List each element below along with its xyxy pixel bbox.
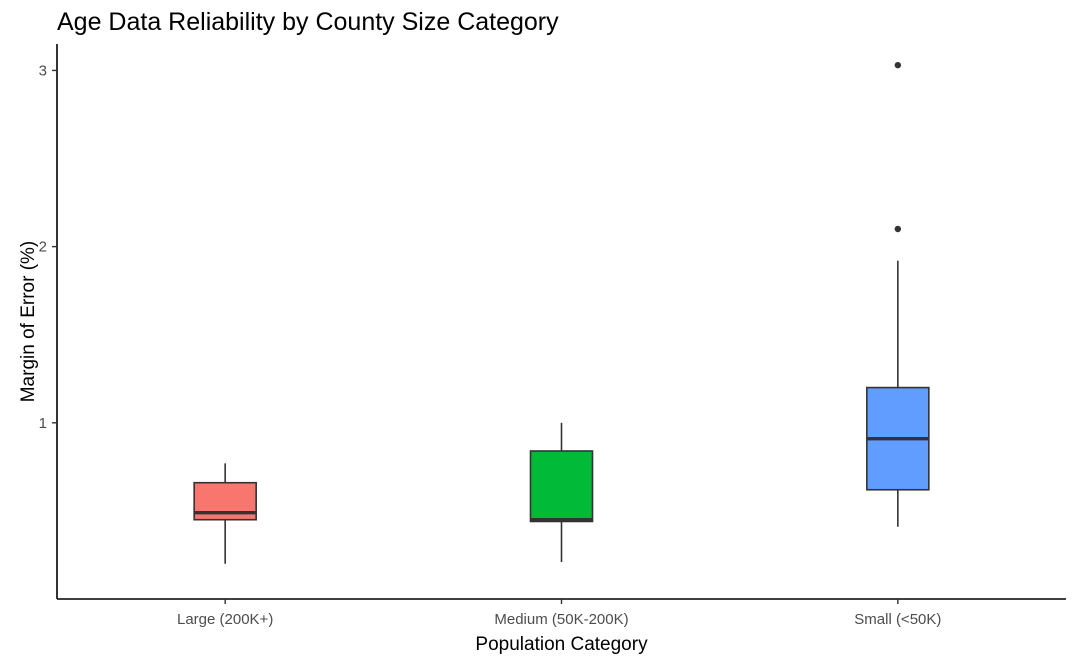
y-axis-ticks: 1 2 3 bbox=[39, 62, 57, 432]
x-axis-ticks: Large (200K+) Medium (50K-200K) Small (<50… bbox=[177, 599, 941, 628]
y-tick-label: 2 bbox=[39, 239, 47, 256]
box-0 bbox=[193, 463, 257, 564]
chart-title: Age Data Reliability by County Size Cate… bbox=[57, 8, 559, 36]
y-axis-title: Margin of Error (%) bbox=[18, 241, 39, 403]
box-2 bbox=[866, 61, 930, 527]
x-axis-title: Population Category bbox=[475, 634, 648, 655]
boxes-layer bbox=[193, 61, 930, 564]
y-tick-label: 1 bbox=[39, 415, 47, 432]
x-tick-label: Medium (50K-200K) bbox=[494, 611, 628, 628]
box-iqr bbox=[529, 450, 594, 523]
outlier-point bbox=[894, 61, 902, 69]
x-tick-label: Large (200K+) bbox=[177, 611, 273, 628]
x-tick-label: Small (<50K) bbox=[854, 611, 941, 628]
y-tick-label: 3 bbox=[39, 62, 47, 79]
box-1 bbox=[529, 422, 594, 562]
outlier-point bbox=[894, 225, 902, 233]
